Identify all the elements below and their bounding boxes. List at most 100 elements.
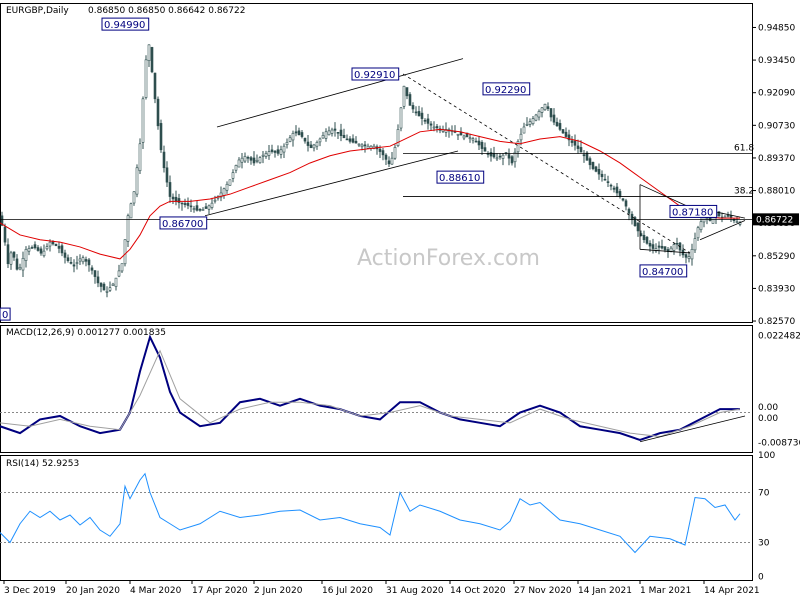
x-tick-label: 4 Mar 2020	[130, 586, 182, 596]
candle	[567, 129, 571, 147]
candle-body	[72, 264, 76, 267]
price-annotation: 0	[0, 307, 11, 321]
annotation-label: 0.88610	[439, 173, 480, 184]
candle	[498, 153, 502, 160]
candle-body	[543, 103, 547, 111]
price-y-tick-label: 0.83930	[758, 284, 795, 294]
candle-body	[270, 149, 274, 152]
annotation-label: 0.86700	[162, 219, 203, 230]
candle-body	[309, 144, 313, 148]
candle-body	[6, 244, 10, 265]
candle	[39, 246, 43, 256]
candle-body	[603, 178, 607, 181]
candle	[345, 134, 349, 141]
candle	[558, 119, 562, 132]
price-y-tick-label: 0.92090	[758, 89, 795, 99]
candle	[594, 165, 598, 173]
candle-body	[291, 132, 295, 141]
candle-body	[99, 282, 103, 287]
candle-body	[126, 215, 130, 242]
candle-body	[117, 270, 121, 277]
candle-body	[417, 111, 421, 117]
candle	[570, 136, 574, 147]
price-pane-frame	[0, 3, 753, 323]
candle	[684, 253, 688, 264]
candle	[96, 270, 100, 288]
candle-body	[462, 135, 466, 139]
macd-y-tick-label: 0.022482	[758, 331, 800, 341]
candle	[153, 72, 157, 104]
candle-body	[36, 247, 40, 251]
macd-y-tick-label: -0.008736	[758, 438, 800, 448]
candle-body	[267, 151, 271, 156]
candle-body	[330, 129, 334, 134]
candle	[114, 277, 118, 291]
candle-body	[327, 130, 331, 136]
candle-body	[612, 187, 616, 190]
candle-body	[255, 159, 259, 162]
candle	[615, 182, 619, 197]
price-annotation: 0.94990	[101, 17, 150, 31]
candle-body	[45, 246, 49, 250]
candle	[186, 197, 190, 210]
candle-body	[129, 203, 133, 219]
candle-body	[489, 152, 493, 157]
candle-body	[384, 154, 388, 160]
candle-body	[3, 226, 7, 243]
candle-body	[696, 227, 700, 239]
candle	[591, 161, 595, 171]
candle-body	[12, 251, 16, 258]
candle-body	[333, 128, 337, 131]
candle	[354, 136, 358, 144]
candle-body	[321, 135, 325, 139]
candle-body	[204, 206, 208, 209]
candle	[339, 123, 343, 142]
candle	[30, 245, 34, 249]
candle-body	[135, 167, 139, 195]
candle-body	[360, 144, 364, 148]
candle-body	[534, 114, 538, 121]
macd-pane-frame	[0, 325, 753, 453]
candle	[687, 251, 691, 263]
candle	[201, 207, 205, 211]
candle-body	[201, 209, 205, 211]
candle-body	[471, 138, 475, 141]
candle-body	[144, 59, 148, 98]
candle-body	[174, 196, 178, 202]
annotation-label: 0.92290	[485, 85, 526, 96]
candle	[690, 243, 694, 266]
candle-body	[627, 208, 631, 214]
candle	[249, 155, 253, 165]
candle-body	[567, 134, 571, 141]
candle-body	[324, 131, 328, 139]
candle-body	[87, 259, 91, 266]
rsi-y-tick-label: 100	[758, 451, 775, 461]
candle-body	[348, 138, 352, 142]
candle	[390, 151, 394, 165]
candle-body	[294, 131, 298, 134]
candle	[456, 133, 460, 140]
candle-body	[183, 203, 187, 205]
candle-body	[411, 105, 415, 110]
candle-body	[564, 131, 568, 137]
candle	[612, 185, 616, 193]
price-y-tick-label: 0.90730	[758, 121, 795, 131]
candle	[540, 107, 544, 118]
candle	[414, 106, 418, 116]
candle	[288, 135, 292, 143]
candle-body	[66, 257, 70, 262]
candle	[231, 169, 235, 183]
trendline	[216, 58, 464, 128]
candle	[6, 238, 10, 268]
candle	[384, 153, 388, 166]
candle	[519, 128, 523, 146]
candle-body	[69, 261, 73, 264]
candle	[252, 151, 256, 166]
candle-body	[393, 147, 397, 159]
candle-body	[342, 134, 346, 139]
candle	[363, 140, 367, 153]
candle	[411, 102, 415, 113]
x-tick-label: 27 Nov 2020	[514, 586, 572, 596]
candle	[183, 198, 187, 208]
